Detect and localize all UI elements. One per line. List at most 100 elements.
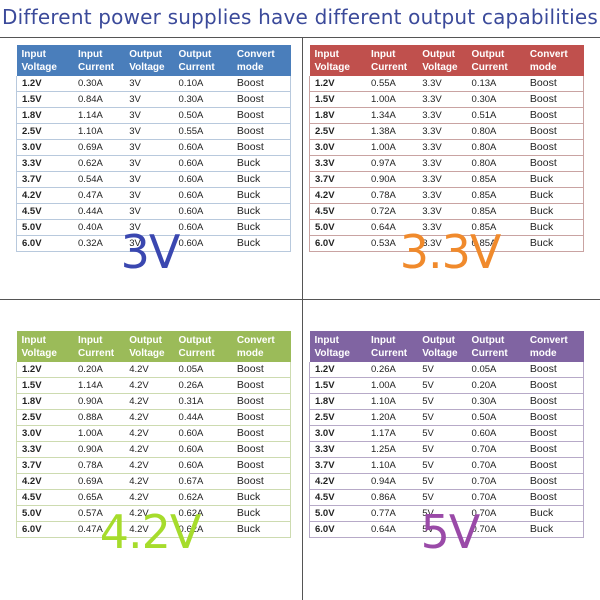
input-voltage-cell: 4.2V xyxy=(22,476,42,488)
input-voltage-cell: 2.5V xyxy=(22,126,42,138)
table-row: 2.5V 1.20A 5V 0.50A Boost xyxy=(309,409,584,426)
convert-mode-cell: Boost xyxy=(529,427,557,440)
output-current-cell: 0.60A xyxy=(178,206,204,218)
column-header-line1: Input xyxy=(78,49,103,60)
column-header-line1: Output xyxy=(129,335,162,346)
input-current-cell: 0.77A xyxy=(371,508,396,520)
output-voltage-cell: 3V xyxy=(129,238,141,250)
output-voltage-cell: 5V xyxy=(422,460,434,472)
output-current-cell: 0.60A xyxy=(178,142,204,154)
output-current-cell: 0.85A xyxy=(471,174,497,186)
input-current-cell: 0.64A xyxy=(371,222,396,234)
output-voltage-cell: 5V xyxy=(422,444,434,456)
input-current-cell: 1.17A xyxy=(371,428,396,440)
table-row: 3.0V 1.17A 5V 0.60A Boost xyxy=(309,425,584,442)
input-voltage-cell: 5.0V xyxy=(315,508,335,520)
output-current-cell: 0.80A xyxy=(471,126,497,138)
output-current-cell: 0.50A xyxy=(471,412,497,424)
column-header: Input Current xyxy=(366,331,417,362)
table-row: 3.7V 0.54A 3V 0.60A Buck xyxy=(16,171,291,188)
column-header-line2: Current xyxy=(471,348,508,359)
input-voltage-cell: 4.5V xyxy=(315,492,335,504)
convert-mode-cell: Boost xyxy=(529,491,557,504)
output-voltage-cell: 4.2V xyxy=(129,492,149,504)
column-header-line2: mode xyxy=(529,62,557,73)
convert-mode-cell: Buck xyxy=(236,221,261,234)
input-current-cell: 0.20A xyxy=(78,364,103,376)
column-header-line2: Current xyxy=(371,62,408,73)
input-voltage-cell: 3.0V xyxy=(315,428,335,440)
column-header-line2: Voltage xyxy=(422,348,458,359)
table-row: 4.5V 0.86A 5V 0.70A Boost xyxy=(309,489,584,506)
column-header-line2: Current xyxy=(178,348,215,359)
convert-mode-cell: Buck xyxy=(236,157,261,170)
convert-mode-cell: Boost xyxy=(529,443,557,456)
output-voltage-cell: 5V xyxy=(422,364,434,376)
output-current-cell: 0.70A xyxy=(471,444,497,456)
output-current-cell: 0.60A xyxy=(178,158,204,170)
column-header-line2: mode xyxy=(236,348,264,359)
output-current-cell: 0.80A xyxy=(471,142,497,154)
column-header: Output Current xyxy=(174,331,232,362)
table-row: 1.2V 0.55A 3.3V 0.13A Boost xyxy=(309,76,584,92)
output-voltage-cell: 5V xyxy=(422,380,434,392)
output-voltage-label: 3.3V xyxy=(399,225,502,279)
output-voltage-cell: 4.2V xyxy=(129,428,149,440)
table-row: 4.2V 0.78A 3.3V 0.85A Buck xyxy=(309,187,584,204)
table-row: 3.0V 1.00A 4.2V 0.60A Boost xyxy=(16,425,291,442)
table-row: 6.0V 0.53A 3.3V 0.85A Buck xyxy=(309,235,584,252)
output-voltage-cell: 4.2V xyxy=(129,444,149,456)
input-current-cell: 0.54A xyxy=(78,174,103,186)
column-header-line1: Output xyxy=(178,335,212,346)
convert-mode-cell: Buck xyxy=(236,523,261,536)
convert-mode-cell: Boost xyxy=(529,109,557,122)
input-voltage-cell: 1.5V xyxy=(315,380,335,392)
convert-mode-cell: Buck xyxy=(236,491,261,504)
table-row: 3.3V 0.62A 3V 0.60A Buck xyxy=(16,155,291,172)
divider-top xyxy=(0,37,600,38)
output-current-cell: 0.60A xyxy=(178,460,204,472)
table-row: 3.3V 0.90A 4.2V 0.60A Boost xyxy=(16,441,291,458)
table-3-3v-output: Input Voltage Input Current Output Voltage Out… xyxy=(309,45,584,252)
input-voltage-cell: 1.2V xyxy=(315,78,335,90)
table-row: 1.8V 1.10A 5V 0.30A Boost xyxy=(309,393,584,410)
output-voltage-cell: 4.2V xyxy=(129,460,149,472)
output-voltage-cell: 3.3V xyxy=(422,142,442,154)
table-row: 1.8V 0.90A 4.2V 0.31A Boost xyxy=(16,393,291,410)
column-header-line2: Current xyxy=(78,62,115,73)
output-current-cell: 0.60A xyxy=(471,428,497,440)
convert-mode-cell: Boost xyxy=(529,141,557,154)
output-voltage-cell: 3.3V xyxy=(422,238,442,250)
output-voltage-cell: 3.3V xyxy=(422,78,442,90)
output-voltage-cell: 4.2V xyxy=(129,396,149,408)
table-row: 3.7V 0.90A 3.3V 0.85A Buck xyxy=(309,171,584,188)
output-current-cell: 0.20A xyxy=(471,380,497,392)
convert-mode-cell: Boost xyxy=(236,109,264,122)
input-current-cell: 0.65A xyxy=(78,492,103,504)
convert-mode-cell: Boost xyxy=(236,141,264,154)
convert-mode-cell: Buck xyxy=(529,173,554,186)
column-header-line2: Voltage xyxy=(129,348,165,359)
column-header: Convert mode xyxy=(232,331,291,362)
table-row: 4.2V 0.94A 5V 0.70A Boost xyxy=(309,473,584,490)
convert-mode-cell: Buck xyxy=(529,523,554,536)
input-current-cell: 0.88A xyxy=(78,412,103,424)
output-voltage-label: 3V xyxy=(120,225,181,279)
table-row: 2.5V 0.88A 4.2V 0.44A Boost xyxy=(16,409,291,426)
input-voltage-cell: 6.0V xyxy=(22,238,42,250)
column-header: Input Current xyxy=(73,331,124,362)
input-voltage-cell: 4.2V xyxy=(22,190,42,202)
convert-mode-cell: Boost xyxy=(236,411,264,424)
convert-mode-cell: Boost xyxy=(236,443,264,456)
output-current-cell: 0.30A xyxy=(471,94,497,106)
input-voltage-cell: 3.7V xyxy=(315,174,335,186)
input-voltage-cell: 1.8V xyxy=(315,396,335,408)
input-voltage-cell: 1.2V xyxy=(315,364,335,376)
input-voltage-cell: 5.0V xyxy=(22,222,42,234)
column-header-line1: Output xyxy=(422,335,455,346)
column-header: Output Current xyxy=(467,331,525,362)
column-header-line1: Input xyxy=(21,49,46,60)
convert-mode-cell: Boost xyxy=(529,363,557,376)
column-header-line1: Input xyxy=(78,335,103,346)
column-header-line2: Voltage xyxy=(314,62,350,73)
